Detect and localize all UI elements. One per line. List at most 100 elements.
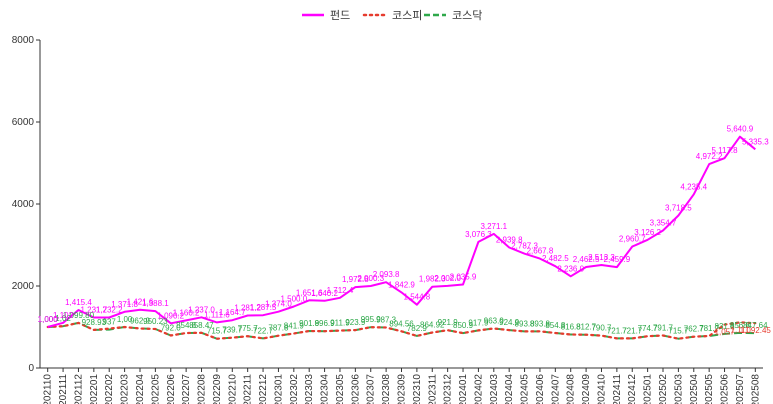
data-label: 928.93 — [82, 318, 107, 327]
data-label: 893.8 — [515, 319, 536, 328]
data-label: 3,126.2 — [634, 228, 661, 237]
data-label: 5,640.9 — [727, 125, 754, 134]
x-tick-label: 202401 — [458, 374, 469, 404]
data-label: 5,117.8 — [711, 146, 738, 155]
x-tick-label: 202202 — [104, 374, 115, 404]
data-label: 2,093.8 — [373, 270, 400, 279]
data-label: 2,002.0 — [434, 274, 461, 283]
axes: 0 2000 4000 6000 8000 202110 202111 202112 20220… — [12, 35, 763, 404]
data-label: 2,482.5 — [542, 254, 569, 263]
data-label: 995.9 — [361, 315, 382, 324]
data-label: 1,640.2 — [311, 289, 338, 298]
data-label: 1,232.2 — [96, 305, 123, 314]
data-label: 1,281.2 — [234, 303, 261, 312]
data-label: 762.7 — [684, 325, 705, 334]
data-label: 1,500.0 — [280, 295, 307, 304]
data-label: 1,982.3 — [419, 275, 446, 284]
x-tick-label: 202409 — [581, 374, 592, 404]
legend: 펀드 코스피 코스닥 — [302, 9, 482, 22]
data-label: 1,02 — [55, 314, 71, 323]
data-label: 858.47 — [189, 321, 214, 330]
data-label: 963.9 — [484, 316, 505, 325]
x-tick-label: 202404 — [504, 374, 515, 404]
data-label: 864.92 — [420, 321, 445, 330]
y-tick-label: 4000 — [12, 199, 35, 210]
data-label: 782.9 — [407, 324, 428, 333]
data-label: 1,092.45 — [740, 326, 772, 335]
series-line-kospi — [46, 321, 757, 340]
data-label: 1,00 — [117, 315, 133, 324]
data-label: 856.8 — [730, 321, 751, 330]
data-label: 950.23 — [143, 317, 168, 326]
x-tick-label: 202505 — [704, 374, 715, 404]
x-tick-label: 202301 — [273, 374, 284, 404]
series-line-fund — [47, 135, 756, 328]
data-label: 901.9 — [299, 319, 320, 328]
data-label: 923.9 — [345, 318, 366, 327]
y-tick-label: 2000 — [12, 281, 35, 292]
legend-label: 코스닥 — [452, 9, 482, 22]
x-tick-label: 202503 — [673, 374, 684, 404]
data-label: 715.7 — [207, 327, 228, 336]
data-label: 1,544.8 — [404, 293, 431, 302]
x-tick-label: 202308 — [381, 374, 392, 404]
data-label: 2,000.3 — [357, 274, 384, 283]
data-label: 1,164.7 — [219, 308, 246, 317]
x-tick-label: 202201 — [89, 374, 100, 404]
x-tick-label: 202210 — [227, 374, 238, 404]
x-tick-label: 202309 — [397, 374, 408, 404]
data-label: 854.8 — [545, 321, 566, 330]
data-label: 1,111 — [731, 325, 750, 334]
data-label: 831.8 — [715, 322, 736, 331]
x-tick-label: 202208 — [197, 374, 208, 404]
data-label: 917.9 — [468, 318, 489, 327]
x-tick-label: 202303 — [304, 374, 315, 404]
data-label: 2,960.7 — [619, 235, 646, 244]
data-label: 2,035.9 — [450, 273, 477, 282]
data-label: 1,000 — [38, 315, 59, 324]
legend-label: 펀드 — [330, 9, 350, 22]
data-label: 1,712.4 — [327, 286, 354, 295]
data-label: 4,235.4 — [680, 182, 707, 191]
data-label: 1,287.5 — [250, 303, 277, 312]
data-label: 1,000 — [38, 315, 59, 324]
x-tick-label: 202508 — [750, 374, 761, 404]
data-label: 1,099.80 — [63, 311, 95, 320]
x-tick-label: 202311 — [427, 374, 438, 404]
data-label: 3,271.1 — [480, 222, 507, 231]
x-tick-label: 202304 — [320, 374, 331, 404]
data-label: 4,972.2 — [696, 152, 723, 161]
x-tick-label: 202203 — [120, 374, 131, 404]
data-label: 1,237.0 — [188, 305, 215, 314]
data-label: 1,371.8 — [111, 300, 138, 309]
x-tick-label: 202306 — [350, 374, 361, 404]
data-label: 1,160.2 — [173, 308, 200, 317]
data-label: 854.8 — [176, 321, 197, 330]
x-tick-label: 202207 — [181, 374, 192, 404]
x-tick-label: 202211 — [243, 374, 254, 404]
data-label: 924.9 — [499, 318, 520, 327]
x-tick-label: 202312 — [443, 374, 454, 404]
data-label: 2,939.8 — [496, 235, 523, 244]
data-label: 911.9 — [330, 319, 350, 328]
x-tick-label: 202402 — [473, 374, 484, 404]
data-label: 1,102 — [53, 311, 74, 320]
x-tick-label: 202307 — [366, 374, 377, 404]
data-label: 1,421.6 — [127, 298, 154, 307]
data-label: 715.7 — [668, 327, 689, 336]
x-tick-label: 202204 — [135, 374, 146, 404]
data-label: 896.9 — [315, 319, 336, 328]
x-tick-label: 202212 — [258, 374, 269, 404]
data-label: 787.8 — [268, 324, 289, 333]
data-label: 812.7 — [576, 323, 597, 332]
data-label: 1,090.2 — [157, 311, 184, 320]
data-label: 816.8 — [561, 323, 582, 332]
x-tick-label: 202310 — [412, 374, 423, 404]
legend-label: 코스피 — [392, 9, 422, 22]
data-label: 937 — [103, 318, 117, 327]
x-tick-label: 202206 — [166, 374, 177, 404]
data-label: 3,354.7 — [650, 218, 677, 227]
x-tick-label: 202506 — [720, 374, 731, 404]
data-label: 722.7 — [253, 326, 274, 335]
